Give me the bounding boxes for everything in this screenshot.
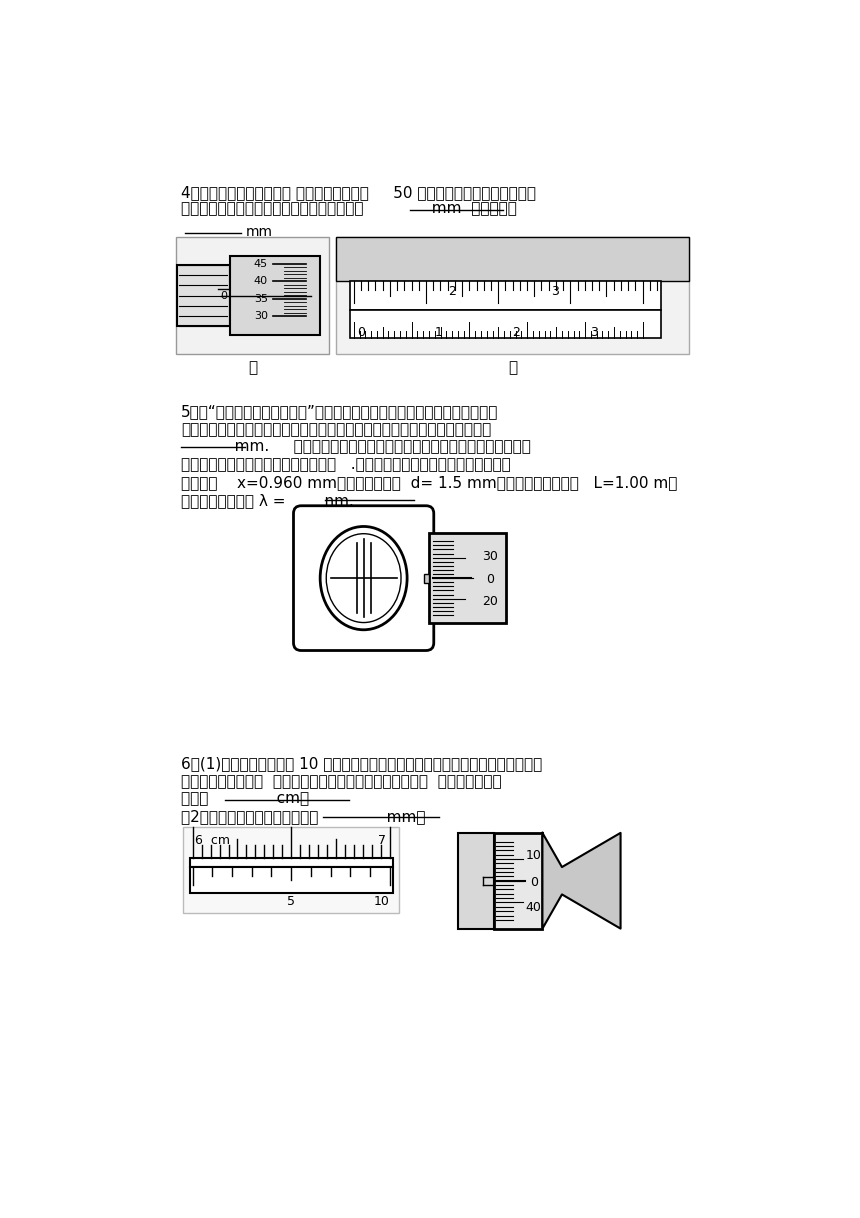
Text: 有件的情况，请读出它们的读数．甲：读数为              mm  乙：读数为: 有件的情况，请读出它们的读数．甲：读数为 mm 乙：读数为	[181, 202, 517, 217]
Text: 则对应的光波波长 λ =        nm.: 则对应的光波波长 λ = nm.	[181, 492, 354, 508]
Text: 3: 3	[590, 325, 598, 339]
Text: mm: mm	[245, 224, 273, 239]
Text: 30: 30	[254, 312, 267, 322]
Bar	[190, 867, 393, 893]
Ellipse shape	[326, 533, 401, 622]
Bar	[494, 833, 543, 928]
Ellipse shape	[320, 526, 407, 630]
Text: 10: 10	[374, 894, 390, 907]
Bar	[336, 238, 689, 354]
Text: 4、图甲为用螺旋测微器、 图乙为用游标尺上     50 个等分刻度的游标卡尺测量工: 4、图甲为用螺旋测微器、 图乙为用游标尺上 50 个等分刻度的游标卡尺测量工	[181, 185, 536, 200]
Text: 6  cm: 6 cm	[195, 834, 230, 848]
Text: 乙: 乙	[508, 361, 517, 375]
Text: 5、在“用双缝干涉测光的波长”的实验中：测量头装置如下图所示，调节分划: 5、在“用双缝干涉测光的波长”的实验中：测量头装置如下图所示，调节分划	[181, 404, 499, 419]
Text: 1: 1	[434, 325, 442, 339]
Bar	[458, 833, 494, 928]
Text: 5: 5	[287, 894, 295, 907]
Polygon shape	[543, 833, 621, 928]
Text: 6、(1)某同学使用游标为 10 个小等分刻度的游标卡尺测量一物体的尺寸，得到图中: 6、(1)某同学使用游标为 10 个小等分刻度的游标卡尺测量一物体的尺寸，得到图…	[181, 756, 543, 771]
Bar	[350, 281, 660, 309]
Text: 40: 40	[254, 276, 267, 286]
Text: 板的位置，使分划板中心刻线对齐某亮条纹的中心，此时螺旋测微器的读数是: 板的位置，使分划板中心刻线对齐某亮条纹的中心，此时螺旋测微器的读数是	[181, 421, 491, 437]
Bar	[190, 857, 393, 867]
Bar	[230, 256, 320, 335]
Text: 读数为              cm；: 读数为 cm；	[181, 792, 310, 806]
Text: 中心位置，由螺旋测微器再读出一读数   .若实验测得第一条到第三条亮条纹中心: 中心位置，由螺旋测微器再读出一读数 .若实验测得第一条到第三条亮条纹中心	[181, 457, 511, 473]
Text: 间的距离    x=0.960 mm，已知双缝间距  d= 1.5 mm，双缝到屏的距离为   L=1.00 m，: 间的距离 x=0.960 mm，已知双缝间距 d= 1.5 mm，双缝到屏的距离…	[181, 475, 678, 490]
Text: 2: 2	[512, 325, 520, 339]
Text: 45: 45	[254, 258, 267, 269]
Text: （2）从图中读出金属丝的直径为              mm。: （2）从图中读出金属丝的直径为 mm。	[181, 809, 426, 825]
Bar	[183, 827, 399, 914]
Text: 10: 10	[525, 849, 542, 862]
Bar	[425, 574, 429, 582]
Text: 40: 40	[525, 901, 542, 914]
Text: 的游标卡尺的读数，  由于遗挡，只能看到游标的后半部分，  图中游标卡尺的: 的游标卡尺的读数， 由于遗挡，只能看到游标的后半部分， 图中游标卡尺的	[181, 773, 501, 789]
Bar	[350, 309, 660, 337]
Bar	[429, 533, 506, 624]
Text: 0: 0	[220, 291, 227, 301]
Text: 2: 2	[449, 285, 457, 298]
Text: 0: 0	[357, 325, 365, 339]
Bar	[177, 266, 230, 326]
Text: 7: 7	[378, 834, 386, 848]
Text: 0: 0	[487, 574, 494, 586]
Text: 20: 20	[482, 596, 499, 608]
Text: 0: 0	[530, 876, 538, 889]
Text: 3: 3	[550, 285, 559, 298]
Text: 30: 30	[482, 551, 499, 563]
Bar	[175, 238, 329, 354]
FancyBboxPatch shape	[293, 505, 433, 650]
Text: 甲: 甲	[248, 361, 257, 375]
Bar	[336, 238, 689, 281]
Text: 35: 35	[254, 294, 267, 303]
Text: mm.     转动手轮，使分划板中心刻线向一侧移动到另一条亮条纹的: mm. 转动手轮，使分划板中心刻线向一侧移动到另一条亮条纹的	[181, 440, 531, 454]
